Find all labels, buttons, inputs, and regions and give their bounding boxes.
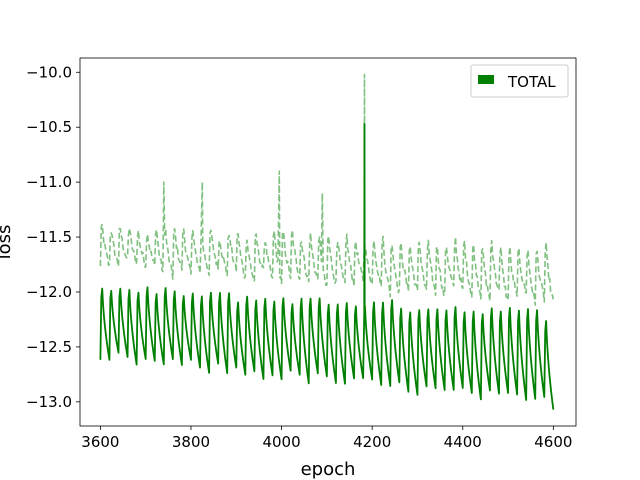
x-axis-label: epoch <box>301 459 356 480</box>
x-tick-label: 4400 <box>444 433 482 451</box>
y-axis: −10.0 −10.5 −11.0 −11.5 −12.0 −12.5 −13.0 <box>26 63 80 411</box>
y-tick-label: −12.5 <box>26 338 72 356</box>
x-tick-label: 3800 <box>172 433 210 451</box>
x-tick-label: 4000 <box>262 433 300 451</box>
legend-label-total: TOTAL <box>507 73 556 91</box>
y-tick-label: −12.0 <box>26 283 72 301</box>
plot-frame <box>79 57 577 427</box>
legend-swatch-total <box>478 75 494 84</box>
y-axis-label: loss <box>0 225 15 260</box>
legend-box <box>470 64 569 98</box>
x-tick-label: 4200 <box>353 433 391 451</box>
series-line-total <box>99 123 555 410</box>
y-tick-label: −10.0 <box>26 63 72 81</box>
y-tick-label: −13.0 <box>26 393 72 411</box>
y-tick-label: −11.0 <box>26 173 72 191</box>
series-line-dashed <box>99 73 555 306</box>
legend: TOTAL <box>470 64 569 98</box>
y-tick-label: −10.5 <box>26 118 72 136</box>
x-tick-label: 4600 <box>534 433 572 451</box>
x-tick-label: 3600 <box>81 433 119 451</box>
x-axis: 3600 3800 4000 4200 4400 4600 <box>81 426 572 451</box>
plot-area <box>99 73 555 410</box>
y-tick-label: −11.5 <box>26 228 72 246</box>
